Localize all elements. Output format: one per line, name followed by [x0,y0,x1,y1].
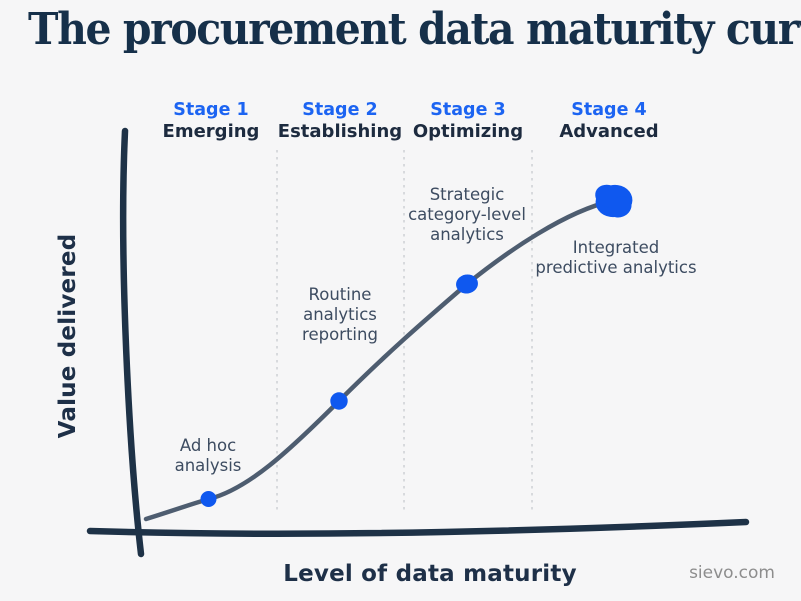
annotation-ad-hoc-analysis: Ad hoc analysis [174,436,242,475]
data-point-stage-4 [595,184,633,218]
stage-header-4: Stage 4 Advanced [529,100,689,142]
stage-4-name: Advanced [559,121,659,142]
stage-4-label: Stage 4 [571,100,647,120]
x-axis-line [86,518,750,538]
annotation-routine-analytics-reporting: Routine analytics reporting [302,285,378,344]
stage-1-label: Stage 1 [173,100,249,120]
y-axis-line [119,127,145,558]
data-point-stage-1 [200,491,217,507]
stage-header-3: Stage 3 Optimizing [388,100,548,142]
y-axis-label: Value delivered [55,233,81,439]
x-axis-label: Level of data maturity [283,561,577,587]
stage-3-label: Stage 3 [430,100,506,120]
stage-3-name: Optimizing [412,121,524,142]
stage-2-name: Establishing [277,121,403,142]
annotation-integrated-predictive-analytics: Integrated predictive analytics [535,238,697,277]
page-title: The procurement data maturity curve [28,4,801,55]
stage-2-label: Stage 2 [302,100,378,120]
stage-1-name: Emerging [162,121,260,142]
watermark-sievo: sievo.com [689,563,775,583]
stage-header-2: Stage 2 Establishing [260,100,420,142]
annotation-strategic-category-level-analytics: Strategic category-level analytics [408,185,526,244]
stage-header-1: Stage 1 Emerging [131,100,291,142]
data-point-stage-3 [456,274,478,294]
data-point-stage-2 [330,392,348,410]
